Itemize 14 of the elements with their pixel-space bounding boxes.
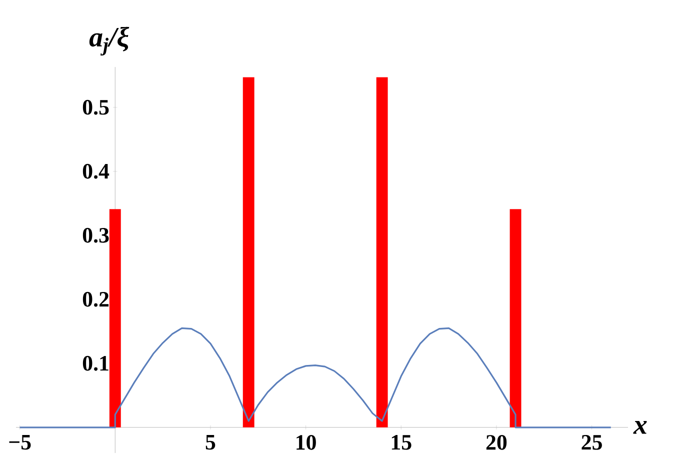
x-tick-label: 20 xyxy=(486,435,507,450)
line-series xyxy=(19,327,612,428)
y-tick-label: 0.5 xyxy=(82,100,109,115)
x-tick-label: 15 xyxy=(392,435,412,450)
x-tick-label: 10 xyxy=(296,435,316,450)
x-tick-label: −5 xyxy=(9,435,31,450)
x-tick-label: 25 xyxy=(582,435,602,450)
y-axis-title: a$_{j}$/ξ xyxy=(89,26,130,56)
y-tick-label: 0.3 xyxy=(82,228,109,243)
x-axis-title: x xyxy=(633,421,647,434)
x-tick-label: 5 xyxy=(206,435,216,450)
y-tick-label: 0.4 xyxy=(82,164,110,179)
y-tick-label: 0.1 xyxy=(82,356,108,371)
y-tick-label: 0.2 xyxy=(82,292,109,307)
